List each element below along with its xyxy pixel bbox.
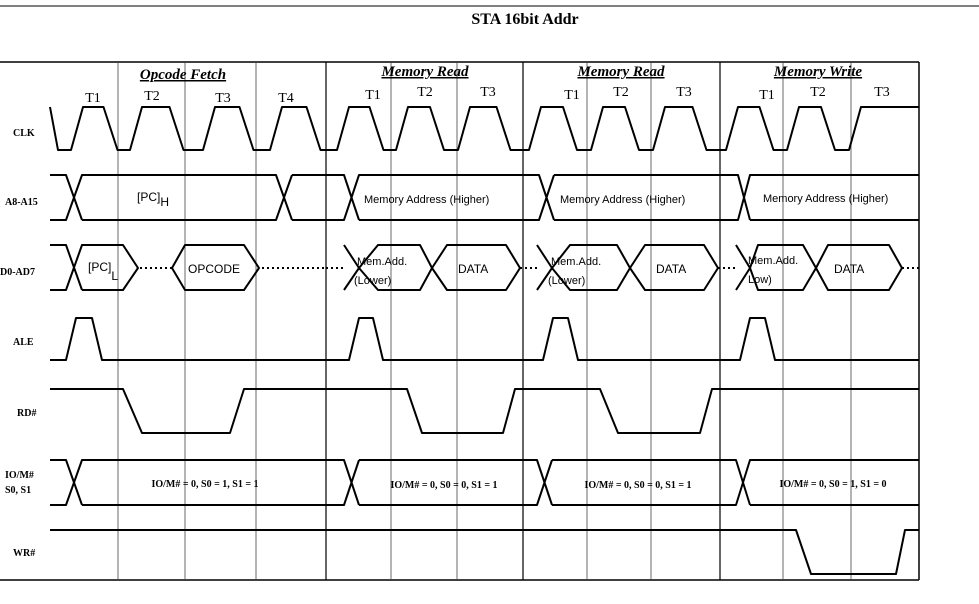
- wr-waveform: [50, 529, 919, 575]
- signal-label-ad0-ad7: D0-AD7: [0, 267, 35, 278]
- label-mem-addr-high-2: Memory Address (Higher): [560, 194, 685, 206]
- label-mem-add-low-3a: Mem.Add.: [748, 255, 798, 267]
- t-state-label: T1: [759, 88, 775, 103]
- cycle-name-opcode-fetch: Opcode Fetch: [140, 67, 226, 83]
- t-state-label: T2: [613, 85, 629, 100]
- signal-label-ale: ALE: [13, 337, 34, 348]
- label-data-1: DATA: [458, 262, 488, 276]
- signal-label-wr: WR#: [13, 548, 35, 559]
- signal-label-rd: RD#: [17, 408, 36, 419]
- t-state-label: T2: [417, 85, 433, 100]
- t-state-label: T2: [144, 89, 160, 104]
- t-state-label: T1: [564, 88, 580, 103]
- label-mem-addr-high-1: Memory Address (Higher): [364, 194, 489, 206]
- label-mem-add-lower-1b: (Lower): [354, 275, 391, 287]
- cycle-separators: [325, 62, 721, 580]
- label-mem-add-lower-1a: Mem.Add.: [357, 256, 407, 268]
- diagram-title: STA 16bit Addr: [471, 11, 578, 28]
- diagram-frame: [0, 61, 920, 581]
- cycle-name-memory-read-2: Memory Read: [576, 64, 665, 80]
- cycle-name-memory-read-1: Memory Read: [380, 64, 469, 80]
- t-state-label: T4: [278, 91, 294, 106]
- t-state-label: T3: [215, 91, 231, 106]
- signal-labels: CLK A8-A15 D0-AD7 ALE RD# IO/M# S0, S1 W…: [0, 128, 38, 559]
- signal-label-a8-a15: A8-A15: [5, 197, 38, 208]
- label-status-write: IO/M# = 0, S0 = 1, S1 = 0: [779, 479, 886, 490]
- bus-labels: [PC]H Memory Address (Higher) Memory Add…: [88, 190, 888, 287]
- signal-label-io-m: IO/M#: [5, 470, 34, 481]
- label-status-read-1: IO/M# = 0, S0 = 0, S1 = 1: [390, 480, 497, 491]
- t-state-label: T3: [676, 85, 692, 100]
- signal-label-s0-s1: S0, S1: [5, 485, 31, 496]
- t-state-label: T1: [365, 88, 381, 103]
- t-state-label: T3: [480, 85, 496, 100]
- t-state-label: T3: [874, 85, 890, 100]
- label-data-3: DATA: [834, 262, 864, 276]
- cycle-name-memory-write: Memory Write: [773, 64, 863, 80]
- label-status-fetch: IO/M# = 0, S0 = 1, S1 = 1: [151, 479, 258, 490]
- status-labels: IO/M# = 0, S0 = 1, S1 = 1 IO/M# = 0, S0 …: [151, 479, 886, 491]
- label-status-read-2: IO/M# = 0, S0 = 0, S1 = 1: [584, 480, 691, 491]
- signal-label-clk: CLK: [13, 128, 35, 139]
- label-mem-add-lower-2a: Mem.Add.: [551, 256, 601, 268]
- rd-waveform: [50, 388, 919, 434]
- label-opcode: OPCODE: [188, 262, 240, 276]
- label-data-2: DATA: [656, 262, 686, 276]
- label-mem-add-low-3b: Low): [748, 274, 772, 286]
- cycle-headers: Opcode Fetch Memory Read Memory Read Mem…: [140, 64, 863, 83]
- label-mem-addr-high-3: Memory Address (Higher): [763, 193, 888, 205]
- waveforms: [49, 106, 919, 575]
- t-state-label: T1: [85, 91, 101, 106]
- ale-waveform: [50, 317, 919, 361]
- clk-waveform: [49, 106, 919, 151]
- a8-a15-bus: [50, 174, 919, 221]
- status-bus: [50, 459, 919, 506]
- t-state-labels: T1 T2 T3 T4 T1 T2 T3 T1 T2 T3 T1 T2 T3: [85, 85, 890, 106]
- t-state-gridlines: [117, 62, 852, 580]
- label-pc-low: [PC]L: [88, 260, 118, 283]
- label-pc-high: [PC]H: [137, 190, 169, 209]
- t-state-label: T2: [810, 85, 826, 100]
- label-mem-add-lower-2b: (Lower): [548, 275, 585, 287]
